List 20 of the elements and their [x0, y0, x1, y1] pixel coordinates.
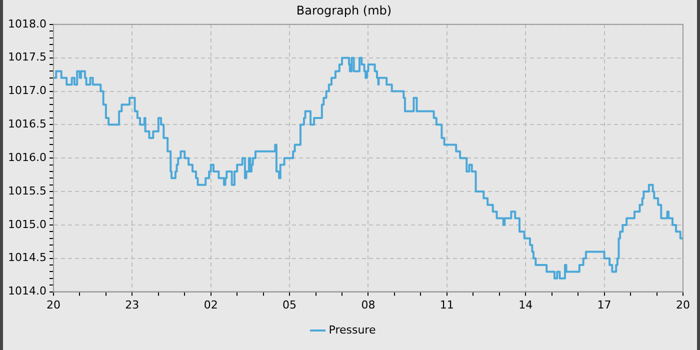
x-tick-label: 08 [361, 298, 376, 312]
y-tick-label: 1017.0 [8, 84, 46, 98]
chart-title: Barograph (mb) [296, 3, 392, 18]
y-tick-label: 1014.0 [8, 284, 46, 298]
y-tick-label: 1014.5 [8, 251, 46, 264]
x-tick-label: 20 [676, 298, 690, 312]
x-tick-label: 14 [518, 298, 533, 312]
x-tick-label: 05 [282, 298, 297, 312]
y-tick-label: 1015.5 [8, 184, 46, 198]
x-tick-label: 17 [597, 298, 612, 312]
x-tick-label: 02 [204, 298, 218, 312]
legend-label: Pressure [328, 323, 376, 336]
y-tick-label: 1016.5 [8, 118, 46, 131]
y-tick-label: 1015.0 [8, 218, 46, 231]
x-tick-label: 23 [125, 298, 140, 312]
y-tick-label: 1016.0 [8, 150, 46, 164]
y-tick-label: 1018.0 [8, 17, 46, 30]
x-tick-label: 11 [440, 298, 454, 312]
y-tick-label: 1017.5 [8, 50, 46, 64]
x-tick-label: 20 [46, 298, 60, 312]
